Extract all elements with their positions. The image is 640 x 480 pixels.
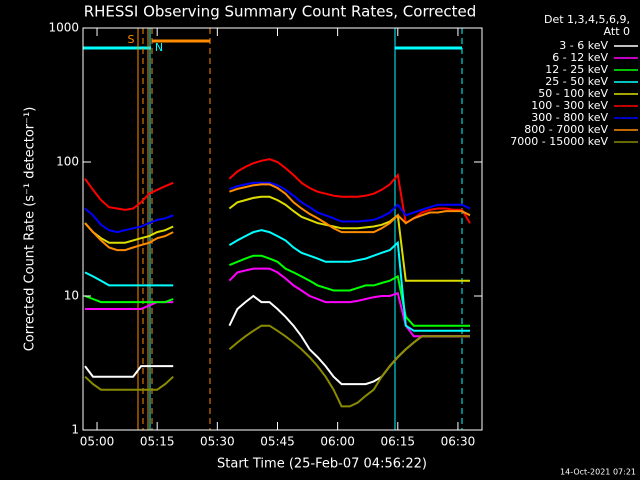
x-tick-label: 05:45 [260, 435, 295, 449]
x-tick-label: 06:15 [380, 435, 415, 449]
night-label: N [155, 41, 163, 54]
series-line [84, 195, 470, 282]
series-line [84, 183, 471, 252]
y-tick-label: 1000 [48, 21, 79, 35]
series-line [84, 158, 471, 225]
legend-label: 100 - 300 keV [531, 99, 608, 112]
legend-label: 25 - 50 keV [545, 75, 608, 88]
x-tick-label: 05:15 [140, 435, 175, 449]
legend-label: 50 - 100 keV [538, 87, 608, 100]
y-tick-label: 10 [64, 289, 79, 303]
legend-label: 6 - 12 keV [552, 51, 608, 64]
x-axis-label: Start Time (25-Feb-07 04:56:22) [217, 457, 427, 472]
x-tick-label: 06:00 [320, 435, 355, 449]
x-tick-label: 05:30 [200, 435, 235, 449]
legend-label: 800 - 7000 keV [524, 123, 608, 136]
footer: 14-Oct-2021 07:21 [560, 468, 636, 477]
legend-header: Att 0 [604, 25, 630, 38]
y-tick-label: 100 [56, 155, 79, 169]
series-line [84, 229, 470, 332]
axes-frame [82, 27, 483, 431]
legend-header: Det 1,3,4,5,6,9, [544, 13, 630, 26]
legend-label: 7000 - 15000 keV [510, 135, 608, 148]
legend-label: 12 - 25 keV [545, 63, 608, 76]
saa-label: S [128, 33, 135, 46]
legend-label: 300 - 800 keV [531, 111, 608, 124]
y-axis-label: Corrected Count Rate (s⁻¹ detector⁻¹) [23, 107, 38, 352]
chart-title: RHESSI Observing Summary Count Rates, Co… [84, 3, 477, 21]
y-tick-label: 1 [71, 423, 79, 437]
series-line [84, 324, 470, 408]
x-tick-label: 05:00 [80, 435, 115, 449]
plot-area [84, 158, 471, 408]
state-markers: S N [83, 28, 463, 430]
legend-label: 3 - 6 keV [559, 39, 608, 52]
series-line [84, 254, 470, 327]
x-tick-label: 06:30 [441, 435, 476, 449]
series-line [84, 181, 471, 234]
